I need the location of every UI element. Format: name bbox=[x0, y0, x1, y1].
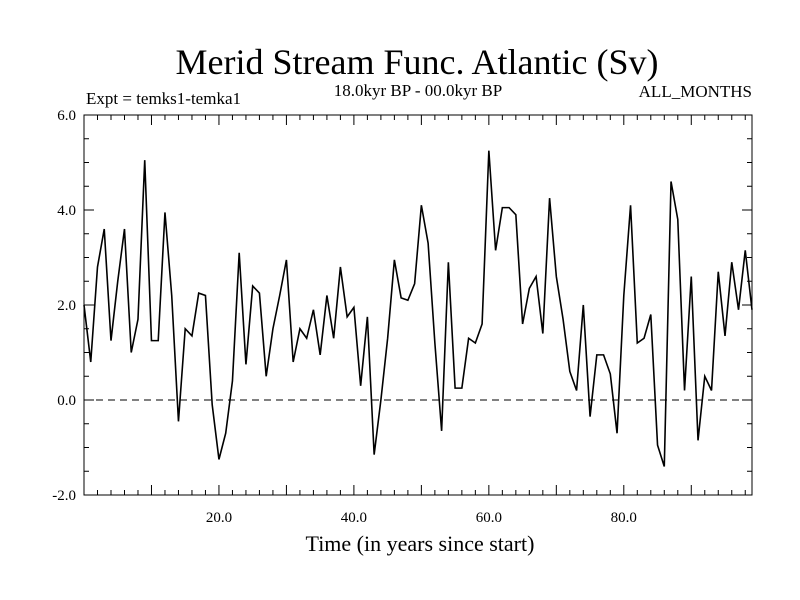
x-tick-labels: 20.0 40.0 60.0 80.0 bbox=[206, 510, 637, 526]
months-label: ALL_MONTHS bbox=[639, 82, 752, 101]
axis-ticks bbox=[83, 114, 752, 496]
y-tick-label: 2.0 bbox=[57, 298, 76, 314]
y-tick-label: -2.0 bbox=[52, 488, 76, 504]
x-axis-title: Time (in years since start) bbox=[306, 531, 535, 556]
y-tick-label: 0.0 bbox=[57, 393, 76, 409]
series-line bbox=[83, 150, 753, 467]
x-tick-label: 60.0 bbox=[476, 510, 502, 526]
time-range-label: 18.0kyr BP - 00.0kyr BP bbox=[334, 81, 502, 100]
experiment-label: Expt = temks1-temka1 bbox=[86, 89, 241, 108]
series-layer bbox=[83, 150, 753, 467]
plot-frame bbox=[83, 114, 753, 496]
chart-title: Merid Stream Func. Atlantic (Sv) bbox=[176, 42, 659, 82]
y-tick-label: 4.0 bbox=[57, 203, 76, 219]
y-tick-label: 6.0 bbox=[57, 108, 76, 124]
x-tick-label: 20.0 bbox=[206, 510, 232, 526]
y-tick-labels: -2.0 0.0 2.0 4.0 6.0 bbox=[52, 108, 76, 504]
x-tick-label: 80.0 bbox=[611, 510, 637, 526]
x-tick-label: 40.0 bbox=[341, 510, 367, 526]
